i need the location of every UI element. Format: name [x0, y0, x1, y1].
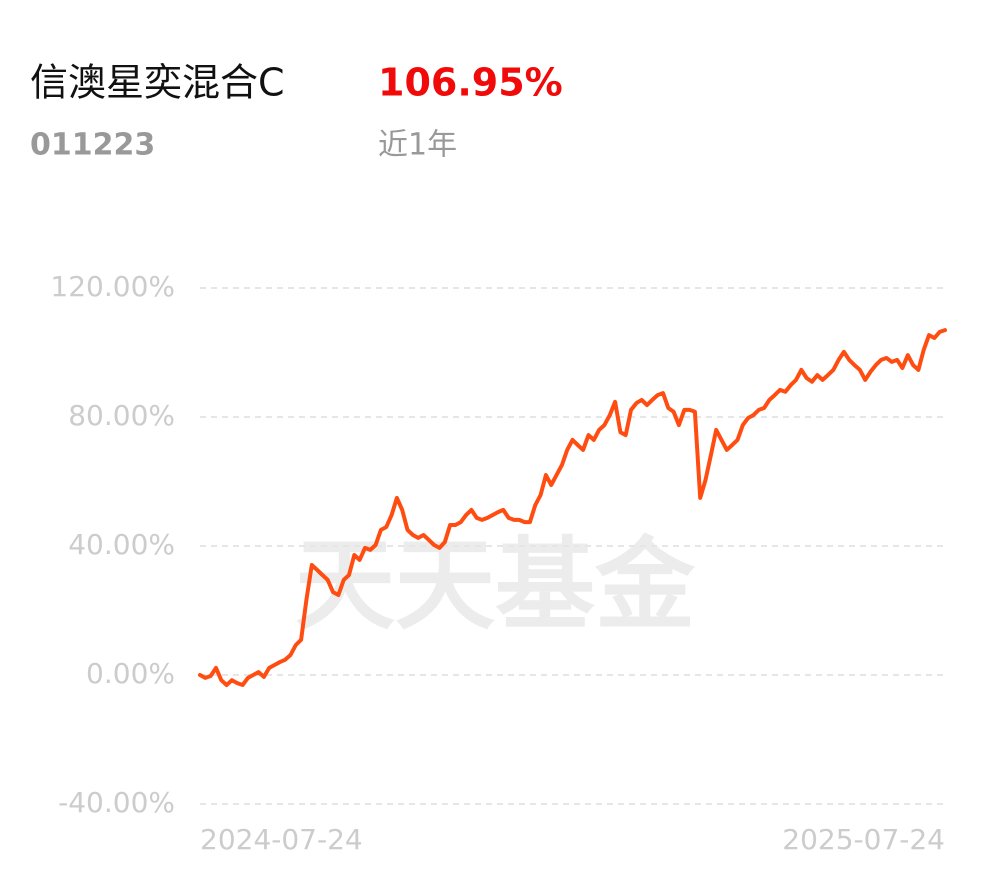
- y-tick-label: -40.00%: [58, 786, 175, 819]
- y-tick-label: 80.00%: [68, 399, 175, 432]
- period: 近1年: [378, 128, 457, 163]
- watermark: 天天基金: [295, 526, 696, 643]
- x-tick-label: 2024-07-24: [200, 823, 363, 856]
- fund-code: 011223: [30, 128, 155, 163]
- y-tick-label: 0.00%: [86, 657, 175, 690]
- fund-name: 信澳星奕混合C: [30, 61, 285, 105]
- return-value: 106.95%: [378, 61, 563, 105]
- x-tick-label: 2025-07-24: [782, 823, 945, 856]
- y-tick-label: 40.00%: [68, 528, 175, 561]
- line-series: [198, 328, 947, 687]
- y-tick-label: 120.00%: [50, 270, 175, 303]
